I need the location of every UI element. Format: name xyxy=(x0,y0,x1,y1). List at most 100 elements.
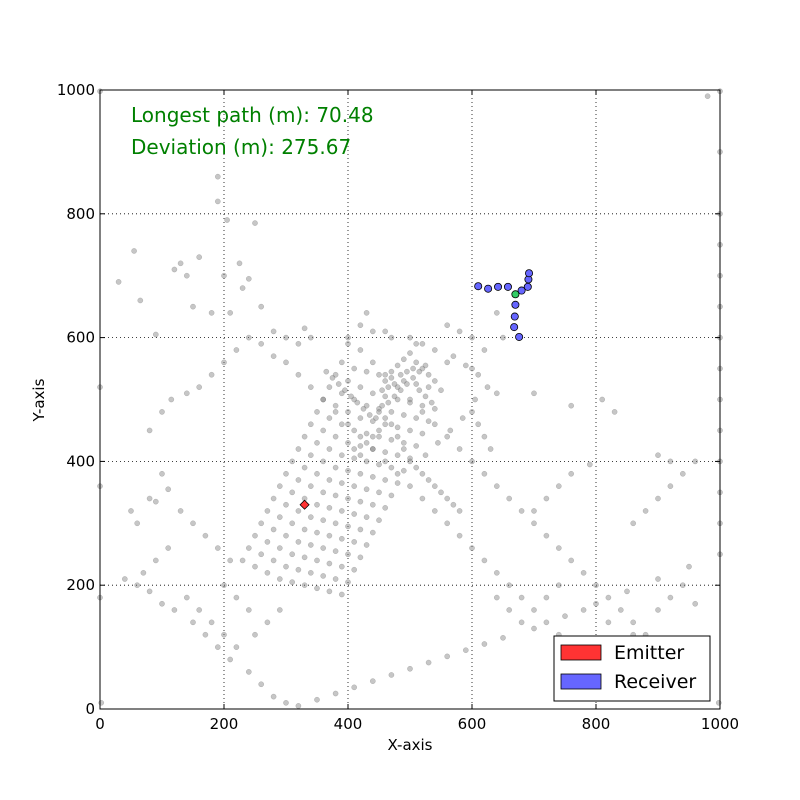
background-point xyxy=(196,607,203,613)
background-point xyxy=(245,669,252,675)
background-point xyxy=(531,390,537,397)
background-point xyxy=(493,569,500,576)
background-point xyxy=(338,591,345,598)
receiver-point xyxy=(515,332,524,341)
background-point xyxy=(385,384,392,390)
background-point xyxy=(295,539,302,545)
background-point xyxy=(493,483,500,490)
background-point xyxy=(506,607,513,613)
receiver-point xyxy=(494,282,503,291)
background-point xyxy=(369,474,376,480)
background-point xyxy=(134,582,141,589)
background-point xyxy=(593,600,599,607)
background-point xyxy=(419,470,426,477)
background-point xyxy=(518,619,525,626)
background-point xyxy=(338,390,345,397)
background-point xyxy=(363,439,370,446)
background-point xyxy=(459,415,466,421)
background-point xyxy=(320,458,327,465)
background-point xyxy=(326,504,333,511)
background-point xyxy=(419,402,426,409)
background-point xyxy=(692,458,699,465)
background-point xyxy=(481,557,488,564)
background-point xyxy=(382,449,389,455)
background-point xyxy=(252,563,258,570)
background-point xyxy=(630,619,637,626)
background-point xyxy=(264,619,271,626)
background-point xyxy=(314,696,320,703)
background-point xyxy=(431,347,438,353)
background-point xyxy=(345,495,351,502)
background-point xyxy=(345,439,351,446)
background-point xyxy=(630,520,637,527)
background-point xyxy=(357,443,364,449)
background-point xyxy=(165,486,172,493)
emitter-marker xyxy=(299,499,310,510)
background-point xyxy=(351,684,358,691)
background-point xyxy=(345,340,351,347)
background-point xyxy=(338,421,345,428)
background-point xyxy=(357,470,364,477)
background-point xyxy=(382,393,389,400)
background-point xyxy=(456,508,463,514)
background-point xyxy=(475,421,482,428)
background-point xyxy=(338,508,345,514)
background-point xyxy=(438,387,444,394)
axis-ticks: 0 200 400 600 800 1000 0 200 400 600 800 1000 xyxy=(57,81,739,733)
background-point xyxy=(283,532,289,539)
background-point xyxy=(270,526,277,533)
background-point xyxy=(307,421,314,428)
background-point xyxy=(301,582,308,589)
background-point xyxy=(388,464,395,471)
background-point xyxy=(283,470,289,477)
background-point xyxy=(444,653,451,660)
background-point xyxy=(345,334,351,341)
background-point xyxy=(413,464,420,471)
background-point xyxy=(289,551,296,558)
background-point xyxy=(686,563,692,570)
longest-path-annotation: Longest path (m): 70.48 xyxy=(131,103,374,127)
background-point xyxy=(382,328,389,335)
background-point xyxy=(376,409,382,415)
background-point xyxy=(450,353,457,360)
background-point xyxy=(171,607,178,613)
background-point xyxy=(419,409,426,415)
background-point xyxy=(338,535,345,542)
background-point xyxy=(357,433,364,440)
background-point xyxy=(487,446,494,452)
plot-frame xyxy=(99,89,721,710)
background-point xyxy=(419,495,426,502)
background-point xyxy=(493,309,500,316)
background-point xyxy=(416,387,423,394)
background-point xyxy=(326,588,333,595)
background-points xyxy=(97,88,723,709)
receiver-point xyxy=(525,269,534,278)
background-point xyxy=(428,399,435,406)
background-point xyxy=(568,470,575,477)
background-point xyxy=(431,483,438,490)
background-point xyxy=(345,378,351,384)
background-point xyxy=(351,511,358,517)
background-point xyxy=(382,504,389,511)
background-point xyxy=(314,529,320,536)
background-point xyxy=(388,436,395,443)
background-point xyxy=(202,631,209,638)
background-point xyxy=(307,483,314,490)
background-point xyxy=(137,297,144,304)
background-point xyxy=(357,322,364,329)
background-point xyxy=(258,681,265,688)
background-point xyxy=(400,412,407,418)
background-point xyxy=(438,489,444,496)
background-point xyxy=(332,576,339,582)
background-point xyxy=(363,402,370,409)
background-point xyxy=(196,384,203,390)
background-point xyxy=(239,285,246,291)
background-point xyxy=(221,582,227,589)
background-point xyxy=(422,362,429,369)
background-point xyxy=(171,266,178,273)
background-point xyxy=(469,334,475,341)
background-point xyxy=(407,396,413,403)
background-point xyxy=(295,703,302,709)
background-point xyxy=(289,458,296,465)
background-point xyxy=(332,433,339,440)
